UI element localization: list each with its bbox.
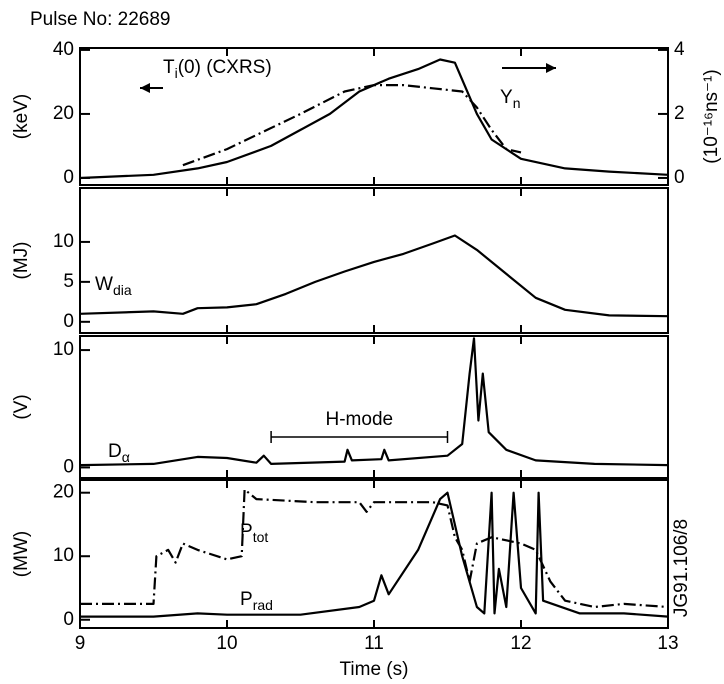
y-tick-label: 0: [63, 311, 74, 332]
series-line: [79, 58, 669, 180]
series-line: [80, 488, 669, 609]
y-axis-label: (V): [11, 394, 32, 419]
series-label: Prad: [240, 589, 273, 613]
y-tick-label: 10: [53, 339, 74, 360]
series-line: [79, 234, 669, 318]
series-label: Ti(0) (CXRS): [163, 57, 272, 81]
y2-tick-label: 0: [674, 167, 685, 188]
series-label: Wdia: [95, 274, 132, 298]
x-axis-label: Time (s): [340, 659, 409, 680]
y-tick-label: 20: [53, 482, 74, 503]
y-tick-label: 0: [63, 167, 74, 188]
x-tick-label: 12: [510, 633, 531, 654]
footnote: JG91.106/8: [671, 519, 692, 617]
y-axis-label: (MJ): [11, 242, 32, 280]
x-tick-label: 13: [657, 633, 678, 654]
y-tick-label: 20: [53, 103, 74, 124]
x-tick-label: 9: [75, 633, 86, 654]
series-line: [80, 491, 669, 618]
x-tick-label: 11: [364, 633, 384, 654]
panel-frame: [79, 335, 669, 479]
y-tick-label: 0: [63, 609, 74, 630]
y2-axis-label: (10⁻¹⁶ns⁻¹): [701, 69, 722, 163]
series-label: Ptot: [240, 521, 268, 545]
y-tick-label: 10: [53, 231, 74, 252]
chart-title: Pulse No: 22689: [30, 9, 171, 30]
series-line: [182, 84, 522, 167]
y-tick-label: 10: [53, 545, 74, 566]
arrow-head: [546, 63, 556, 73]
arrow-head: [140, 83, 150, 93]
y2-tick-label: 4: [674, 39, 685, 60]
y-tick-label: 40: [53, 39, 74, 60]
x-tick-label: 10: [216, 633, 237, 654]
series-label: Yn: [500, 87, 520, 111]
series-line: [79, 337, 669, 467]
y2-tick-label: 2: [674, 103, 685, 124]
y-tick-label: 0: [63, 456, 74, 477]
y-axis-label: (keV): [11, 94, 32, 139]
y-axis-label: (MW): [11, 531, 32, 577]
series-label: Dα: [108, 441, 130, 465]
y-tick-label: 5: [63, 271, 74, 292]
annotation: H-mode: [326, 409, 394, 430]
